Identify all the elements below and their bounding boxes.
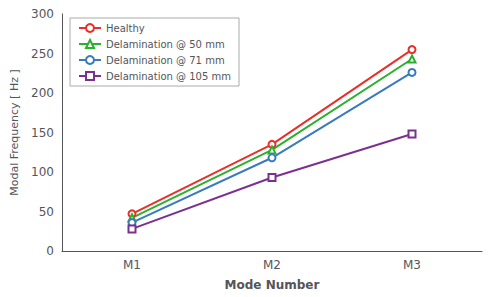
svg-text:M2: M2 (263, 258, 281, 272)
svg-text:Healthy: Healthy (106, 23, 145, 34)
svg-text:M1: M1 (123, 258, 141, 272)
svg-text:250: 250 (31, 47, 54, 61)
svg-text:Modal Frequency [ Hz ]: Modal Frequency [ Hz ] (8, 69, 21, 195)
svg-text:100: 100 (31, 165, 54, 179)
svg-text:150: 150 (31, 126, 54, 140)
svg-text:200: 200 (31, 86, 54, 100)
svg-text:Mode Number: Mode Number (225, 278, 320, 292)
svg-text:Delamination @ 105 mm: Delamination @ 105 mm (106, 71, 231, 82)
svg-text:Delamination @ 71 mm: Delamination @ 71 mm (106, 55, 225, 66)
svg-text:Delamination @ 50 mm: Delamination @ 50 mm (106, 39, 225, 50)
svg-text:M3: M3 (403, 258, 421, 272)
svg-text:0: 0 (46, 244, 54, 258)
svg-text:300: 300 (31, 7, 54, 21)
svg-text:50: 50 (39, 205, 54, 219)
